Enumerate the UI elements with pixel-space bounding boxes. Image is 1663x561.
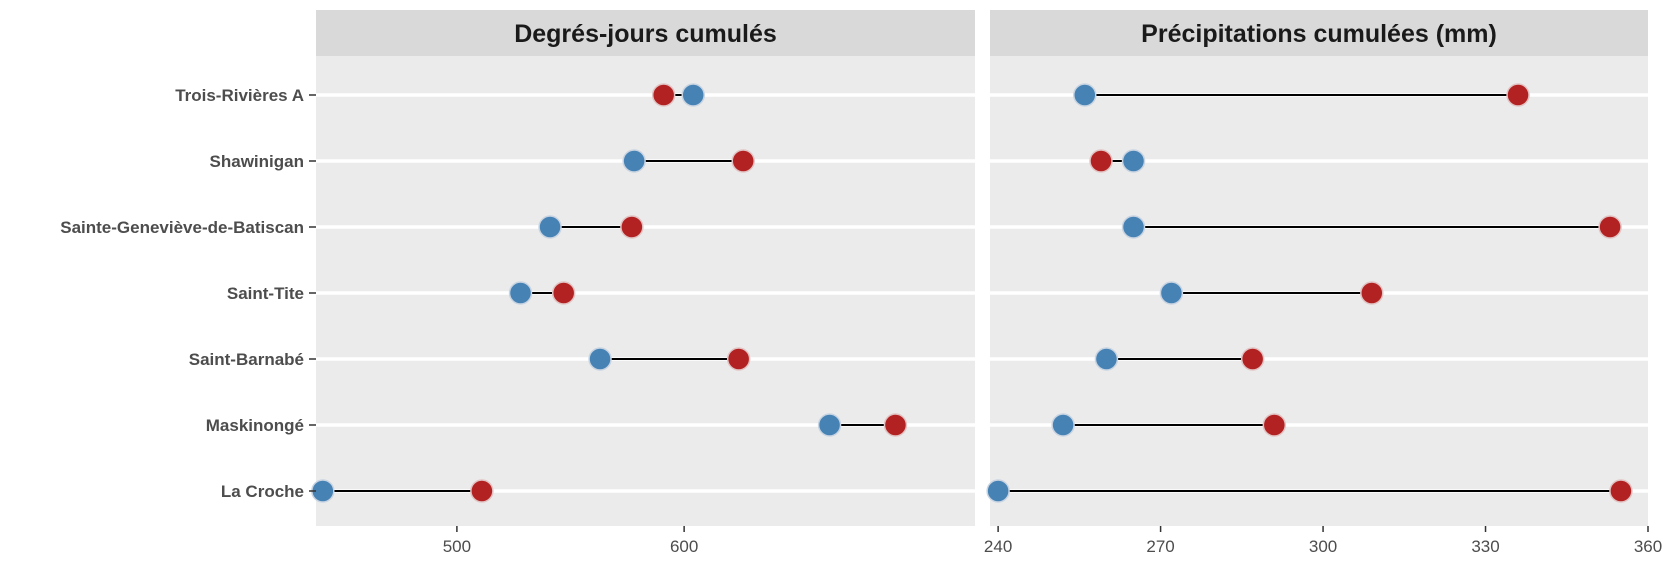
point-red (726, 347, 751, 371)
point-blue (1121, 215, 1146, 239)
point-red (551, 281, 576, 305)
point-red (1262, 413, 1287, 437)
y-tick-label: Shawinigan (210, 152, 304, 171)
point-blue (622, 149, 646, 173)
point-red (883, 413, 908, 437)
x-tick-label: 300 (1309, 537, 1337, 556)
y-tick-label: Saint-Barnabé (189, 350, 304, 369)
point-red (731, 149, 755, 173)
panel-title: Degrés-jours cumulés (514, 20, 777, 48)
y-tick-label: Trois-Rivières A (175, 86, 304, 105)
y-tick-label: La Croche (221, 482, 304, 501)
point-red (651, 83, 676, 107)
x-tick-label: 330 (1471, 537, 1499, 556)
point-red (1360, 281, 1384, 305)
point-blue (588, 347, 612, 371)
y-tick-label: Saint-Tite (227, 284, 304, 303)
x-tick-label: 500 (443, 537, 471, 556)
point-red (1609, 479, 1633, 503)
point-blue (986, 479, 1010, 503)
strip-background (990, 10, 1648, 56)
plot-background (990, 56, 1648, 526)
y-tick-label: Sainte-Geneviève-de-Batiscan (60, 218, 304, 237)
plot-background (316, 56, 975, 526)
y-tick-label: Maskinongé (206, 416, 304, 435)
strip-background (316, 10, 975, 56)
x-tick-label: 240 (984, 537, 1012, 556)
panel-precipitation: Précipitations cumulées (mm) 240 270 300 33… (984, 10, 1662, 556)
point-blue (1094, 347, 1119, 371)
point-blue (1073, 83, 1097, 107)
point-blue (1051, 413, 1075, 437)
point-blue (1159, 281, 1184, 305)
point-blue (681, 83, 705, 107)
point-blue (817, 413, 842, 437)
x-tick-label: 600 (670, 537, 698, 556)
point-red (620, 215, 644, 239)
point-red (470, 479, 494, 503)
panel-degree-days: Degrés-jours cumulés 500 600 (311, 10, 975, 556)
point-blue (508, 281, 533, 305)
point-red (1089, 149, 1113, 173)
x-tick-label: 270 (1146, 537, 1174, 556)
panel-title: Précipitations cumulées (mm) (1141, 20, 1497, 48)
point-blue (1121, 149, 1146, 173)
x-tick-label: 360 (1634, 537, 1662, 556)
point-blue (538, 215, 562, 239)
y-axis: Trois-Rivières A Shawinigan Sainte-Geneviè… (60, 86, 316, 501)
point-red (1240, 347, 1265, 371)
point-red (1598, 215, 1622, 239)
point-red (1506, 83, 1530, 107)
